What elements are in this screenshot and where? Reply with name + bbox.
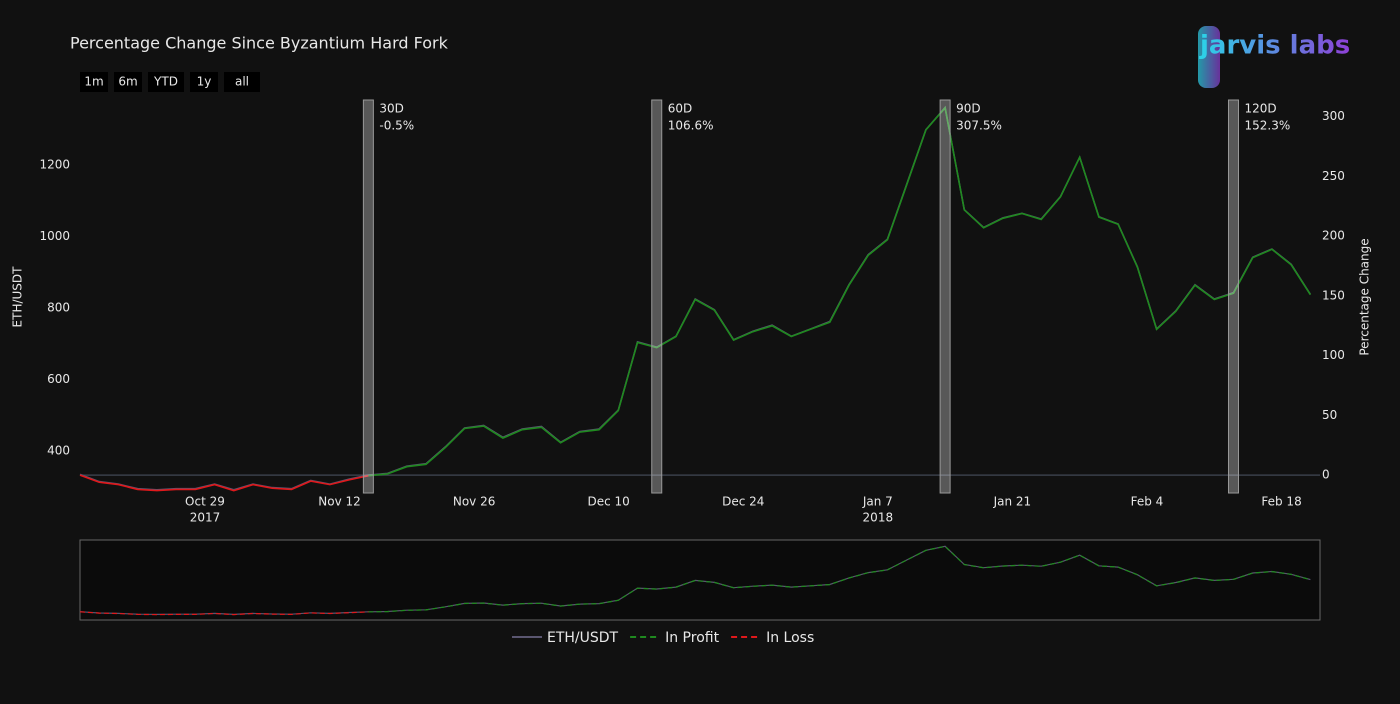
x-tick-label: Jan 21 xyxy=(993,495,1032,509)
x-tick-year: 2017 xyxy=(190,511,221,525)
x-tick-label: Jan 7 xyxy=(862,495,893,509)
marker-bar xyxy=(1227,99,1239,494)
y-tick-label: 800 xyxy=(47,300,70,314)
x-tick-label: Nov 26 xyxy=(453,495,496,509)
range-button-label[interactable]: 1y xyxy=(197,75,212,89)
range-button[interactable] xyxy=(190,72,218,92)
x-tick-label: Feb 4 xyxy=(1131,495,1164,509)
annotation-title: 30D xyxy=(379,102,404,116)
legend-label[interactable]: In Loss xyxy=(766,630,814,646)
logo-text: jarvis labs xyxy=(1199,31,1350,61)
range-button-label[interactable]: YTD xyxy=(153,75,178,89)
range-button-label[interactable]: all xyxy=(235,75,249,89)
y2-tick-label: 250 xyxy=(1322,169,1345,183)
annotation-text: -0.5% xyxy=(379,119,414,133)
y-tick-label: 1000 xyxy=(39,229,70,243)
logo: jarvis labs xyxy=(1198,26,1350,88)
y2-tick-label: 50 xyxy=(1322,408,1337,422)
range-button-label[interactable]: 1m xyxy=(84,75,103,89)
slider-line xyxy=(79,611,369,616)
annotation-title: 90D xyxy=(956,102,981,116)
series-line xyxy=(368,106,1312,477)
annotation-title: 120D xyxy=(1244,102,1276,116)
marker-bar xyxy=(939,99,951,494)
range-button[interactable] xyxy=(114,72,142,92)
y-tick-label: 1200 xyxy=(39,158,70,172)
logo-mark xyxy=(1198,26,1220,88)
legend-label[interactable]: In Profit xyxy=(665,630,719,646)
marker-bar xyxy=(651,99,663,494)
series-line xyxy=(79,474,369,492)
y2-tick-label: 300 xyxy=(1322,109,1345,123)
x-tick-label: Nov 12 xyxy=(318,495,361,509)
y-tick-label: 600 xyxy=(47,372,70,386)
x-tick-year: 2018 xyxy=(863,511,894,525)
x-tick-label: Oct 29 xyxy=(185,495,225,509)
y-axis-label: ETH/USDT xyxy=(11,266,25,328)
annotation-text: 307.5% xyxy=(956,119,1002,133)
annotation-text: 106.6% xyxy=(668,119,714,133)
range-button[interactable] xyxy=(224,72,260,92)
y2-tick-label: 100 xyxy=(1322,348,1345,362)
y-tick-label: 400 xyxy=(47,443,70,457)
marker-bar xyxy=(362,99,374,494)
legend-label[interactable]: ETH/USDT xyxy=(547,630,619,646)
range-slider[interactable] xyxy=(79,539,1321,621)
range-button[interactable] xyxy=(80,72,108,92)
x-tick-label: Feb 18 xyxy=(1261,495,1301,509)
chart-title: Percentage Change Since Byzantium Hard F… xyxy=(70,34,449,53)
range-button-label[interactable]: 6m xyxy=(118,75,137,89)
range-button[interactable] xyxy=(148,72,184,92)
annotation-title: 60D xyxy=(668,102,693,116)
y2-tick-label: 0 xyxy=(1322,468,1330,482)
x-tick-label: Dec 24 xyxy=(722,495,764,509)
y2-axis-label: Percentage Change xyxy=(1358,238,1372,355)
x-tick-label: Dec 10 xyxy=(588,495,630,509)
y2-tick-label: 200 xyxy=(1322,229,1345,243)
annotation-text: 152.3% xyxy=(1244,119,1290,133)
y2-tick-label: 150 xyxy=(1322,288,1345,302)
